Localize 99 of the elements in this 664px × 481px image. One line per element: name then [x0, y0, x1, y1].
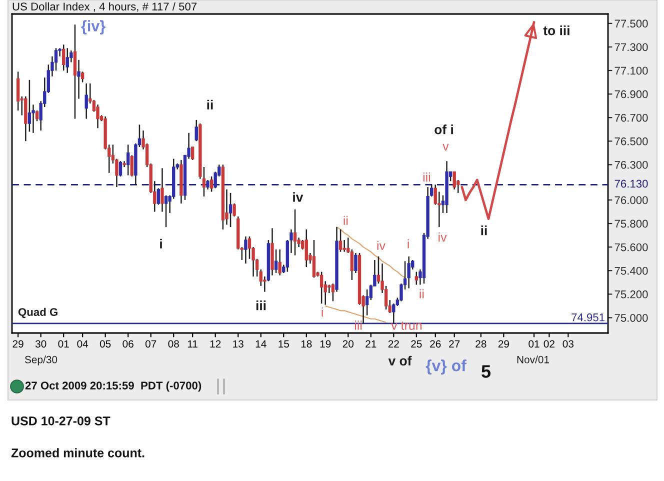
annotation: {iv} [81, 20, 106, 34]
candlestick [338, 228, 342, 252]
candlestick [320, 271, 324, 304]
annotation: ii [207, 100, 213, 110]
x-tick-label: 30 [35, 340, 46, 348]
candlestick [228, 192, 232, 228]
x-tick-label: 15 [278, 340, 289, 348]
candlestick [84, 82, 88, 120]
text: {v} of [426, 360, 466, 374]
x-tick-label: 01 [58, 340, 69, 348]
y-tick-label: 75.600 [614, 243, 648, 252]
text: Sep/30 [24, 356, 58, 366]
candlestick [28, 79, 32, 132]
candlestick [312, 239, 316, 278]
candlestick [414, 271, 418, 286]
annotation: ii [420, 289, 424, 298]
ref-line-label: 76.130 [614, 180, 648, 188]
candlestick [62, 44, 66, 72]
candlestick [407, 256, 410, 289]
x-tick-label: 04 [77, 340, 88, 348]
x-tick-label: 27 [449, 340, 460, 348]
annotation: v trun [391, 322, 422, 330]
annotation: Quad G [18, 308, 58, 318]
annotation: i [160, 238, 162, 248]
y-tick-label: 75.200 [614, 290, 648, 298]
candlestick [452, 171, 456, 190]
y-tick-label: 76.700 [614, 114, 648, 122]
ref-line-label: 74.951 [572, 313, 604, 322]
candlestick [164, 194, 168, 228]
x-tick-label: 08 [168, 340, 179, 348]
annotation: iii [256, 300, 266, 310]
text: 27 Oct 2009 20:15:59 PDT (-0700) [25, 381, 202, 392]
x-tick-label: 12 [210, 340, 221, 348]
annotation: ii [481, 226, 487, 236]
x-tick-label: 06 [122, 340, 134, 348]
chart-title: US Dollar Index , 4 hours, # 117 / 507 [12, 2, 197, 12]
y-tick-label: 77.100 [614, 66, 648, 75]
candlestick [366, 288, 369, 316]
y-tick-label: 76.900 [614, 90, 648, 98]
candlestick [126, 144, 130, 176]
x-tick-label: 18 [301, 340, 312, 348]
x-tick-label: 07 [145, 340, 156, 348]
candlestick [278, 248, 282, 276]
y-tick-label: 75.000 [614, 314, 648, 322]
annotation: of i [434, 124, 453, 134]
annotation: iv [293, 192, 304, 202]
candlestick [16, 71, 20, 112]
annotation: to iii [543, 26, 570, 36]
x-tick-label: 14 [256, 340, 266, 348]
text: v of [388, 356, 412, 366]
y-tick-label: 75.400 [614, 266, 648, 275]
candlestick [73, 24, 77, 120]
x-tick-label: 05 [100, 340, 111, 348]
annotation: iv [438, 232, 447, 242]
annotation: v [442, 144, 449, 151]
x-tick-label: 20 [342, 340, 354, 348]
candlestick [354, 252, 358, 274]
candlestick [210, 176, 214, 192]
x-tick-label: 25 [411, 340, 422, 348]
text: USD 10-27-09 ST [12, 416, 110, 426]
candlestick [96, 104, 100, 129]
annotation: iv [377, 240, 386, 250]
candlestick [206, 179, 210, 190]
y-tick-label: 75.800 [614, 220, 648, 228]
candlestick [66, 48, 69, 74]
x-tick-label: 29 [498, 340, 509, 348]
candlestick [274, 248, 278, 274]
x-tick-label: 01 [528, 340, 540, 348]
x-tick-label: 11 [188, 340, 198, 348]
text: 5 [482, 365, 491, 378]
x-tick-label: 22 [388, 340, 399, 348]
x-tick-label: 03 [562, 340, 574, 348]
y-tick-label: 77.300 [614, 43, 648, 52]
candlestick [392, 302, 396, 324]
x-tick-label: 26 [430, 340, 441, 348]
candlestick [293, 208, 297, 256]
candlestick [118, 160, 122, 178]
x-tick-label: 29 [12, 340, 24, 348]
x-tick-label: 02 [544, 340, 554, 348]
annotation: i [322, 307, 323, 317]
y-tick-label: 76.500 [614, 137, 648, 146]
x-tick-label: 21 [366, 340, 376, 348]
y-tick-label: 77.500 [614, 20, 648, 28]
candlestick [130, 154, 134, 178]
text: Nov/01 [517, 356, 549, 364]
text: Zoomed minute count. [11, 448, 144, 458]
annotation: ii [344, 216, 348, 225]
x-tick-label: 28 [476, 340, 486, 348]
candlestick [328, 284, 331, 294]
candlestick [342, 239, 346, 252]
y-tick-label: 76.000 [614, 196, 648, 204]
candlestick [244, 236, 248, 264]
x-tick-label: 19 [320, 340, 331, 348]
candlestick [194, 119, 198, 142]
annotation: iii [423, 172, 430, 182]
x-tick-label: 13 [233, 340, 244, 348]
y-tick-label: 76.300 [614, 160, 648, 169]
candlestick [304, 228, 308, 268]
annotation: i [408, 239, 409, 248]
